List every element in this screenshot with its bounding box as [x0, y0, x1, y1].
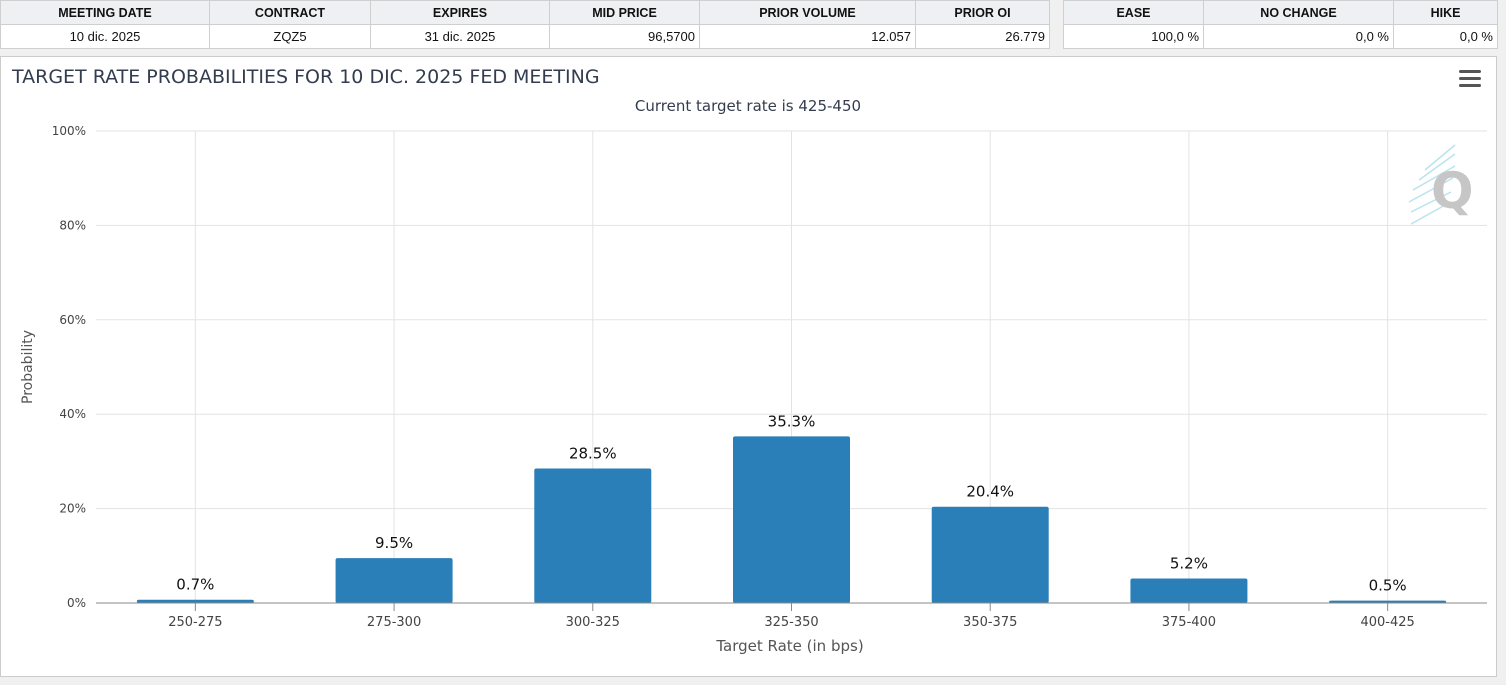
header-prior-oi: PRIOR OI: [915, 0, 1050, 25]
probability-summary-table: EASE NO CHANGE HIKE 100,0 % 0,0 % 0,0 %: [1063, 0, 1498, 49]
q-logo-watermark: Q: [1408, 144, 1474, 225]
cell-contract: ZQZ5: [209, 24, 371, 49]
data-label-300-325: 28.5%: [569, 444, 617, 462]
header-expires: EXPIRES: [370, 0, 550, 25]
x-tick-label: 275-300: [367, 615, 421, 630]
chart-title: TARGET RATE PROBABILITIES FOR 10 DIC. 20…: [11, 66, 600, 88]
cell-prior-oi: 26.779: [915, 24, 1050, 49]
data-label-400-425: 0.5%: [1369, 577, 1407, 595]
header-hike: HIKE: [1393, 0, 1498, 25]
header-contract: CONTRACT: [209, 0, 371, 25]
x-tick-label: 400-425: [1360, 615, 1414, 630]
bar-250-275[interactable]: [136, 599, 254, 603]
header-meeting-date: MEETING DATE: [0, 0, 210, 25]
cell-prior-volume: 12.057: [699, 24, 916, 49]
x-tick-label: 250-275: [168, 615, 222, 630]
cell-mid-price: 96,5700: [549, 24, 700, 49]
hamburger-menu-icon[interactable]: [1459, 70, 1481, 88]
cell-meeting-date: 10 dic. 2025: [0, 24, 210, 49]
header-mid-price: MID PRICE: [549, 0, 700, 25]
y-tick-label: 100%: [52, 124, 86, 138]
y-axis-ticks: 0% 20% 40% 60% 80% 100%: [52, 124, 86, 610]
y-tick-label: 0%: [67, 596, 86, 610]
bar-350-375[interactable]: [931, 506, 1049, 603]
data-label-325-350: 35.3%: [768, 412, 816, 430]
x-axis-title: Target Rate (in bps): [715, 637, 863, 655]
data-label-250-275: 0.7%: [176, 576, 214, 594]
table-row: 10 dic. 2025 ZQZ5 31 dic. 2025 96,5700 1…: [0, 24, 1050, 49]
data-labels: 0.7% 9.5% 28.5% 35.3% 20.4% 5.2% 0.5%: [176, 412, 1406, 594]
data-label-275-300: 9.5%: [375, 534, 413, 552]
bar-275-300[interactable]: [335, 558, 453, 603]
y-tick-label: 60%: [59, 313, 86, 327]
cell-hike: 0,0 %: [1393, 24, 1498, 49]
data-label-375-400: 5.2%: [1170, 554, 1208, 572]
table-row: 100,0 % 0,0 % 0,0 %: [1063, 24, 1498, 49]
x-tick-label: 350-375: [963, 615, 1017, 630]
x-tick-label: 300-325: [566, 615, 620, 630]
header-prior-volume: PRIOR VOLUME: [699, 0, 916, 25]
cell-expires: 31 dic. 2025: [370, 24, 550, 49]
svg-text:Q: Q: [1431, 162, 1474, 220]
y-tick-label: 20%: [59, 502, 86, 516]
x-tick-label: 325-350: [764, 615, 818, 630]
bar-400-425[interactable]: [1329, 600, 1447, 603]
x-axis-ticks: 250-275 275-300 300-325 325-350 350-375 375-4…: [168, 603, 1415, 630]
cell-no-change: 0,0 %: [1203, 24, 1394, 49]
x-tick-label: 375-400: [1162, 615, 1216, 630]
y-axis-title: Probability: [20, 330, 36, 404]
bar-300-325[interactable]: [534, 468, 652, 603]
chart-subtitle: Current target rate is 425-450: [635, 97, 861, 115]
table-header-row: MEETING DATE CONTRACT EXPIRES MID PRICE …: [0, 0, 1050, 25]
contract-summary-table: MEETING DATE CONTRACT EXPIRES MID PRICE …: [0, 0, 1050, 49]
y-tick-label: 40%: [59, 407, 86, 421]
bars: [136, 436, 1447, 603]
y-tick-label: 80%: [59, 218, 86, 232]
bar-375-400[interactable]: [1130, 578, 1248, 603]
bar-325-350[interactable]: [733, 436, 850, 603]
table-header-row: EASE NO CHANGE HIKE: [1063, 0, 1498, 25]
data-label-350-375: 20.4%: [966, 483, 1014, 501]
header-ease: EASE: [1063, 0, 1204, 25]
